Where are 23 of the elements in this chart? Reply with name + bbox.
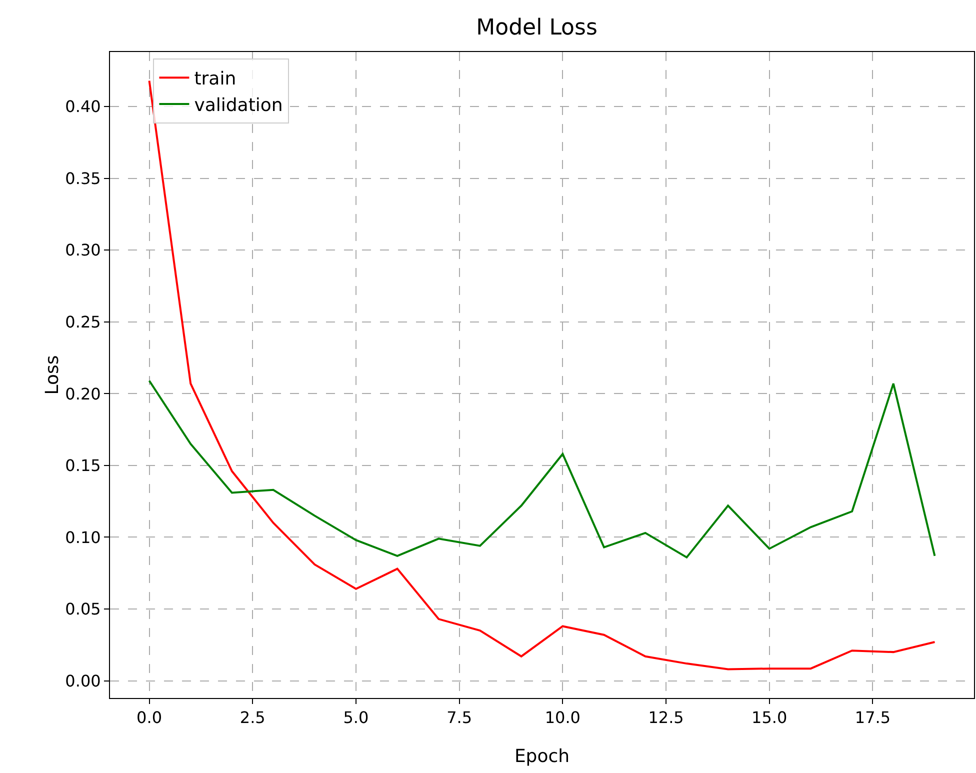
y-tick-label: 0.20 bbox=[65, 384, 101, 404]
legend-label: validation bbox=[194, 95, 283, 116]
y-tick-label: 0.05 bbox=[65, 600, 101, 619]
y-tick-label: 0.30 bbox=[65, 240, 101, 260]
x-axis-title: Epoch bbox=[514, 746, 570, 767]
x-tick-label: 2.5 bbox=[240, 708, 266, 728]
y-tick-label: 0.10 bbox=[65, 528, 101, 547]
line-series bbox=[148, 380, 936, 558]
x-tick-label: 17.5 bbox=[854, 708, 891, 728]
x-tick-label: 0.0 bbox=[136, 708, 162, 728]
y-tick-label: 0.35 bbox=[65, 168, 101, 188]
x-tick-label: 7.5 bbox=[446, 708, 472, 728]
y-tick-label: 0.15 bbox=[65, 456, 101, 476]
x-tick-label: 5.0 bbox=[343, 708, 369, 728]
y-tick-label: 0.25 bbox=[65, 312, 101, 332]
y-tick-label: 0.40 bbox=[65, 97, 101, 116]
legend-label: train bbox=[194, 68, 236, 90]
x-tick-label: 15.0 bbox=[752, 708, 788, 728]
x-tick-label: 10.0 bbox=[544, 708, 580, 728]
chart-title: Model Loss bbox=[476, 16, 598, 41]
x-tick-label: 12.5 bbox=[648, 708, 684, 728]
y-tick-label: 0.00 bbox=[65, 671, 101, 690]
y-axis-title: Loss bbox=[42, 355, 64, 395]
